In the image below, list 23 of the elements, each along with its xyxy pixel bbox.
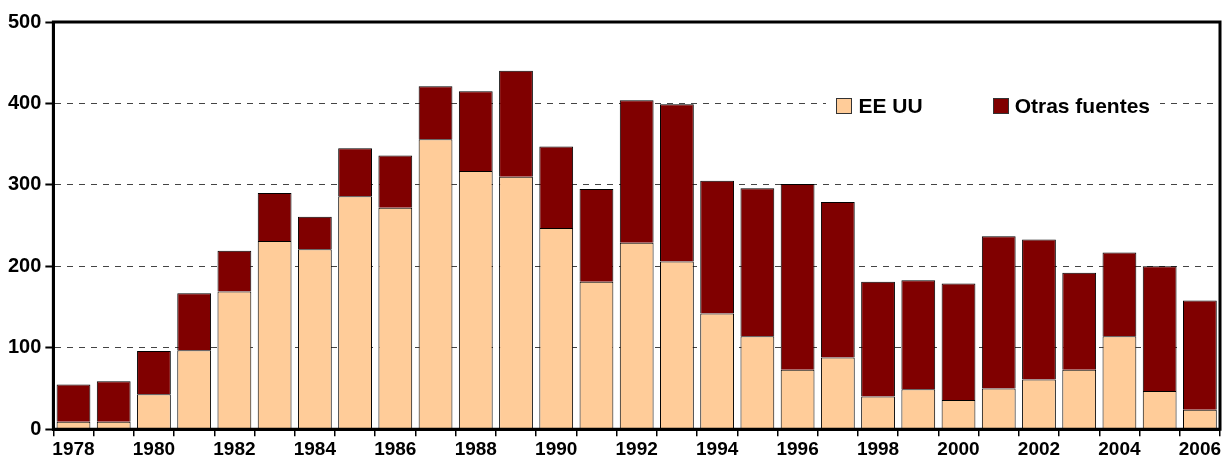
x-tick-label: 2000 — [937, 437, 980, 459]
x-tick-label: 1986 — [374, 437, 417, 459]
legend-label: Otras fuentes — [1014, 94, 1150, 118]
x-tick-label: 1992 — [615, 437, 658, 459]
x-tick-label: 1980 — [132, 437, 176, 459]
x-tick-label: 1994 — [696, 437, 739, 459]
x-tick-label: 1990 — [535, 437, 578, 459]
y-tick-label: 200 — [7, 253, 42, 276]
x-tick-label: 2002 — [1017, 437, 1061, 459]
x-tick-label: 2004 — [1098, 437, 1141, 459]
x-tick-label: 1996 — [776, 437, 819, 459]
x-tick-label: 1978 — [52, 437, 95, 459]
y-tick-label: 0 — [30, 416, 42, 439]
y-tick-label: 300 — [7, 172, 42, 195]
x-tick-label: 1982 — [213, 437, 256, 459]
x-tick-label: 1998 — [856, 437, 900, 459]
x-tick-label: 2006 — [1178, 437, 1222, 459]
x-tick-label: 1984 — [293, 437, 337, 459]
y-tick-label: 400 — [7, 90, 42, 113]
y-tick-label: 500 — [7, 9, 42, 32]
legend-label: EE UU — [858, 94, 923, 118]
y-tick-label: 100 — [7, 335, 42, 358]
x-tick-label: 1988 — [454, 437, 497, 459]
